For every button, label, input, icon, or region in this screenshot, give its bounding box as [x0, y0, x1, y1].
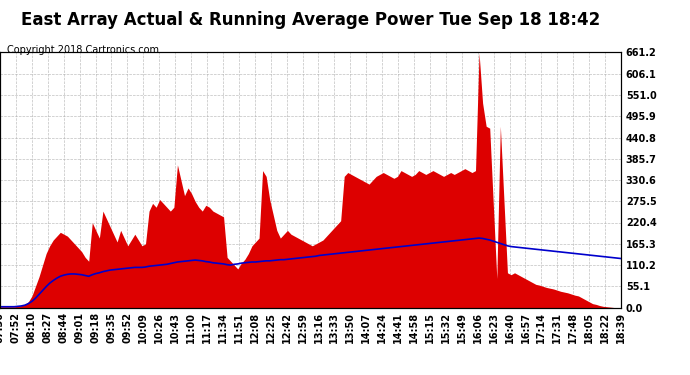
Text: Copyright 2018 Cartronics.com: Copyright 2018 Cartronics.com	[7, 45, 159, 55]
Text: East Array Actual & Running Average Power Tue Sep 18 18:42: East Array Actual & Running Average Powe…	[21, 11, 600, 29]
